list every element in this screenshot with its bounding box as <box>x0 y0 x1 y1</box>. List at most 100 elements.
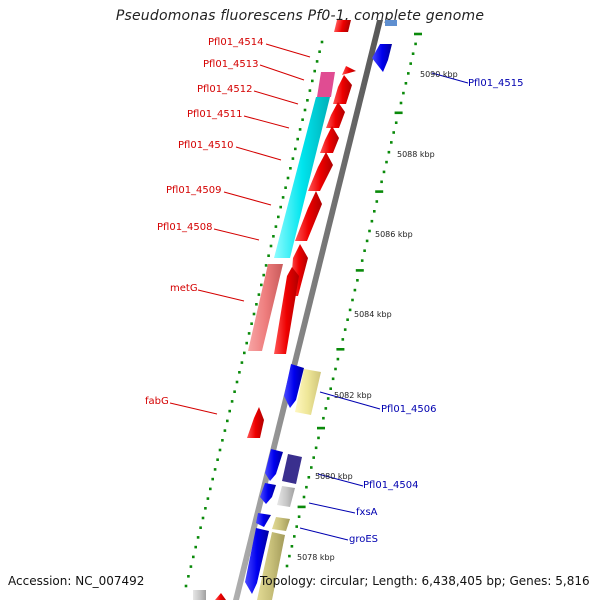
gene-label-Pfl01_4511[interactable]: Pfl01_4511 <box>187 109 243 120</box>
gene-label-fxsA[interactable]: fxsA <box>356 507 378 518</box>
gene-label-metG[interactable]: metG <box>170 283 198 294</box>
gene-label-fabG[interactable]: fabG <box>145 396 169 407</box>
tick-mark <box>274 225 278 228</box>
tick-mark <box>373 210 376 213</box>
tick-mark <box>324 407 328 410</box>
tick-mark <box>336 357 340 361</box>
tick-mark <box>255 303 258 306</box>
gene-label-groES[interactable]: groES <box>349 534 378 545</box>
gene-block-reverse[interactable] <box>260 483 276 504</box>
tick-mark <box>318 50 321 53</box>
scale-label-5078: 5078 kbp <box>297 553 335 562</box>
gene-block-reverse[interactable] <box>256 513 271 527</box>
left-labels <box>169 43 311 415</box>
gene-block-metG[interactable] <box>248 264 283 351</box>
gene-block-forward[interactable] <box>342 66 356 75</box>
tick-mark <box>409 62 412 65</box>
tick-mark <box>223 429 227 432</box>
gene-block-forward[interactable] <box>333 75 352 104</box>
tick-mark <box>404 82 408 85</box>
tick-mark <box>313 69 316 73</box>
gene-block-partial[interactable] <box>385 20 397 26</box>
tick-mark <box>331 377 335 381</box>
tick-mark <box>260 283 263 287</box>
gene-block-reverse[interactable] <box>265 449 283 481</box>
gene-block-reverse[interactable] <box>245 528 269 594</box>
tick-mark <box>341 338 345 341</box>
tick-mark <box>298 128 302 131</box>
gene-block-reverse[interactable] <box>372 44 392 72</box>
gene-block-partial[interactable] <box>334 20 352 32</box>
tick-mark <box>317 436 320 440</box>
tick-mark <box>187 575 190 578</box>
gene-label-Pfl01_4512[interactable]: Pfl01_4512 <box>197 84 253 95</box>
gene-block-forward[interactable] <box>308 152 333 191</box>
gene-block-forward[interactable] <box>247 407 264 438</box>
gene-block-rna[interactable] <box>274 97 330 258</box>
tick-mark <box>291 157 295 160</box>
gene-block-forward[interactable] <box>274 267 299 354</box>
tick-mark <box>209 487 212 491</box>
tick-mark <box>326 397 330 400</box>
tick-mark <box>201 516 205 520</box>
gene-label-Pfl01_4513[interactable]: Pfl01_4513 <box>203 59 259 70</box>
tick-mark <box>407 72 410 75</box>
tick-mark <box>315 60 319 63</box>
gene-block-forward[interactable] <box>215 593 226 600</box>
gene-block-Pfl01_4504[interactable] <box>282 454 302 484</box>
gene-block-partial[interactable] <box>193 590 206 600</box>
gene-label-Pfl01_4504[interactable]: Pfl01_4504 <box>363 480 419 491</box>
tick-mark <box>238 371 241 374</box>
gene-label-Pfl01_4506[interactable]: Pfl01_4506 <box>381 404 437 415</box>
gene-block-fxsA[interactable] <box>277 486 295 507</box>
gene-block-groEL[interactable] <box>257 532 285 600</box>
gene-label-Pfl01_4515[interactable]: Pfl01_4515 <box>468 78 524 89</box>
gene-block-forward[interactable] <box>320 126 339 153</box>
gene-label-Pfl01_4514[interactable]: Pfl01_4514 <box>208 37 264 48</box>
tick-mark <box>394 111 403 115</box>
gene-label-Pfl01_4508[interactable]: Pfl01_4508 <box>157 222 213 233</box>
tick-mark <box>233 390 236 393</box>
tick-mark <box>348 308 352 312</box>
tick-mark <box>363 249 366 252</box>
tick-mark <box>356 279 359 282</box>
tick-mark <box>281 196 285 199</box>
gene-block-Pfl01_4506[interactable] <box>295 369 321 415</box>
accession-text: Accession: NC_007492 <box>8 574 145 588</box>
tick-mark <box>295 525 298 528</box>
tick-mark <box>196 536 200 539</box>
tick-mark <box>247 332 251 335</box>
tick-mark <box>194 545 197 549</box>
tick-mark <box>312 456 315 459</box>
tick-mark <box>375 190 384 193</box>
tick-mark <box>310 466 313 469</box>
gene-block-forward[interactable] <box>295 191 322 241</box>
tick-mark <box>392 131 395 134</box>
tick-mark <box>334 367 337 371</box>
tick-mark <box>307 476 311 479</box>
gene-label-Pfl01_4509[interactable]: Pfl01_4509 <box>166 185 222 196</box>
tick-mark <box>375 200 379 203</box>
gene-label-Pfl01_4510[interactable]: Pfl01_4510 <box>178 140 234 151</box>
scale-label-5080: 5080 kbp <box>315 472 353 481</box>
tick-mark <box>320 40 324 44</box>
scale-label-5086: 5086 kbp <box>375 230 413 239</box>
scale-label-5090: 5090 kbp <box>420 70 458 79</box>
tick-mark <box>297 505 306 509</box>
tick-mark <box>293 535 296 538</box>
tick-mark <box>290 545 294 548</box>
gene-block-groES[interactable] <box>272 517 290 531</box>
tick-mark <box>240 361 244 364</box>
tick-mark <box>288 554 291 558</box>
gene-block-rna[interactable] <box>317 72 335 97</box>
tick-mark <box>368 229 371 233</box>
tick-mark <box>317 426 325 430</box>
tick-mark <box>272 235 275 238</box>
tick-mark <box>306 99 309 102</box>
tick-mark <box>296 137 299 141</box>
tick-mark <box>228 409 231 413</box>
gene-block-forward[interactable] <box>326 102 345 128</box>
gene-block-reverse[interactable] <box>284 364 304 408</box>
tick-mark <box>189 565 193 568</box>
